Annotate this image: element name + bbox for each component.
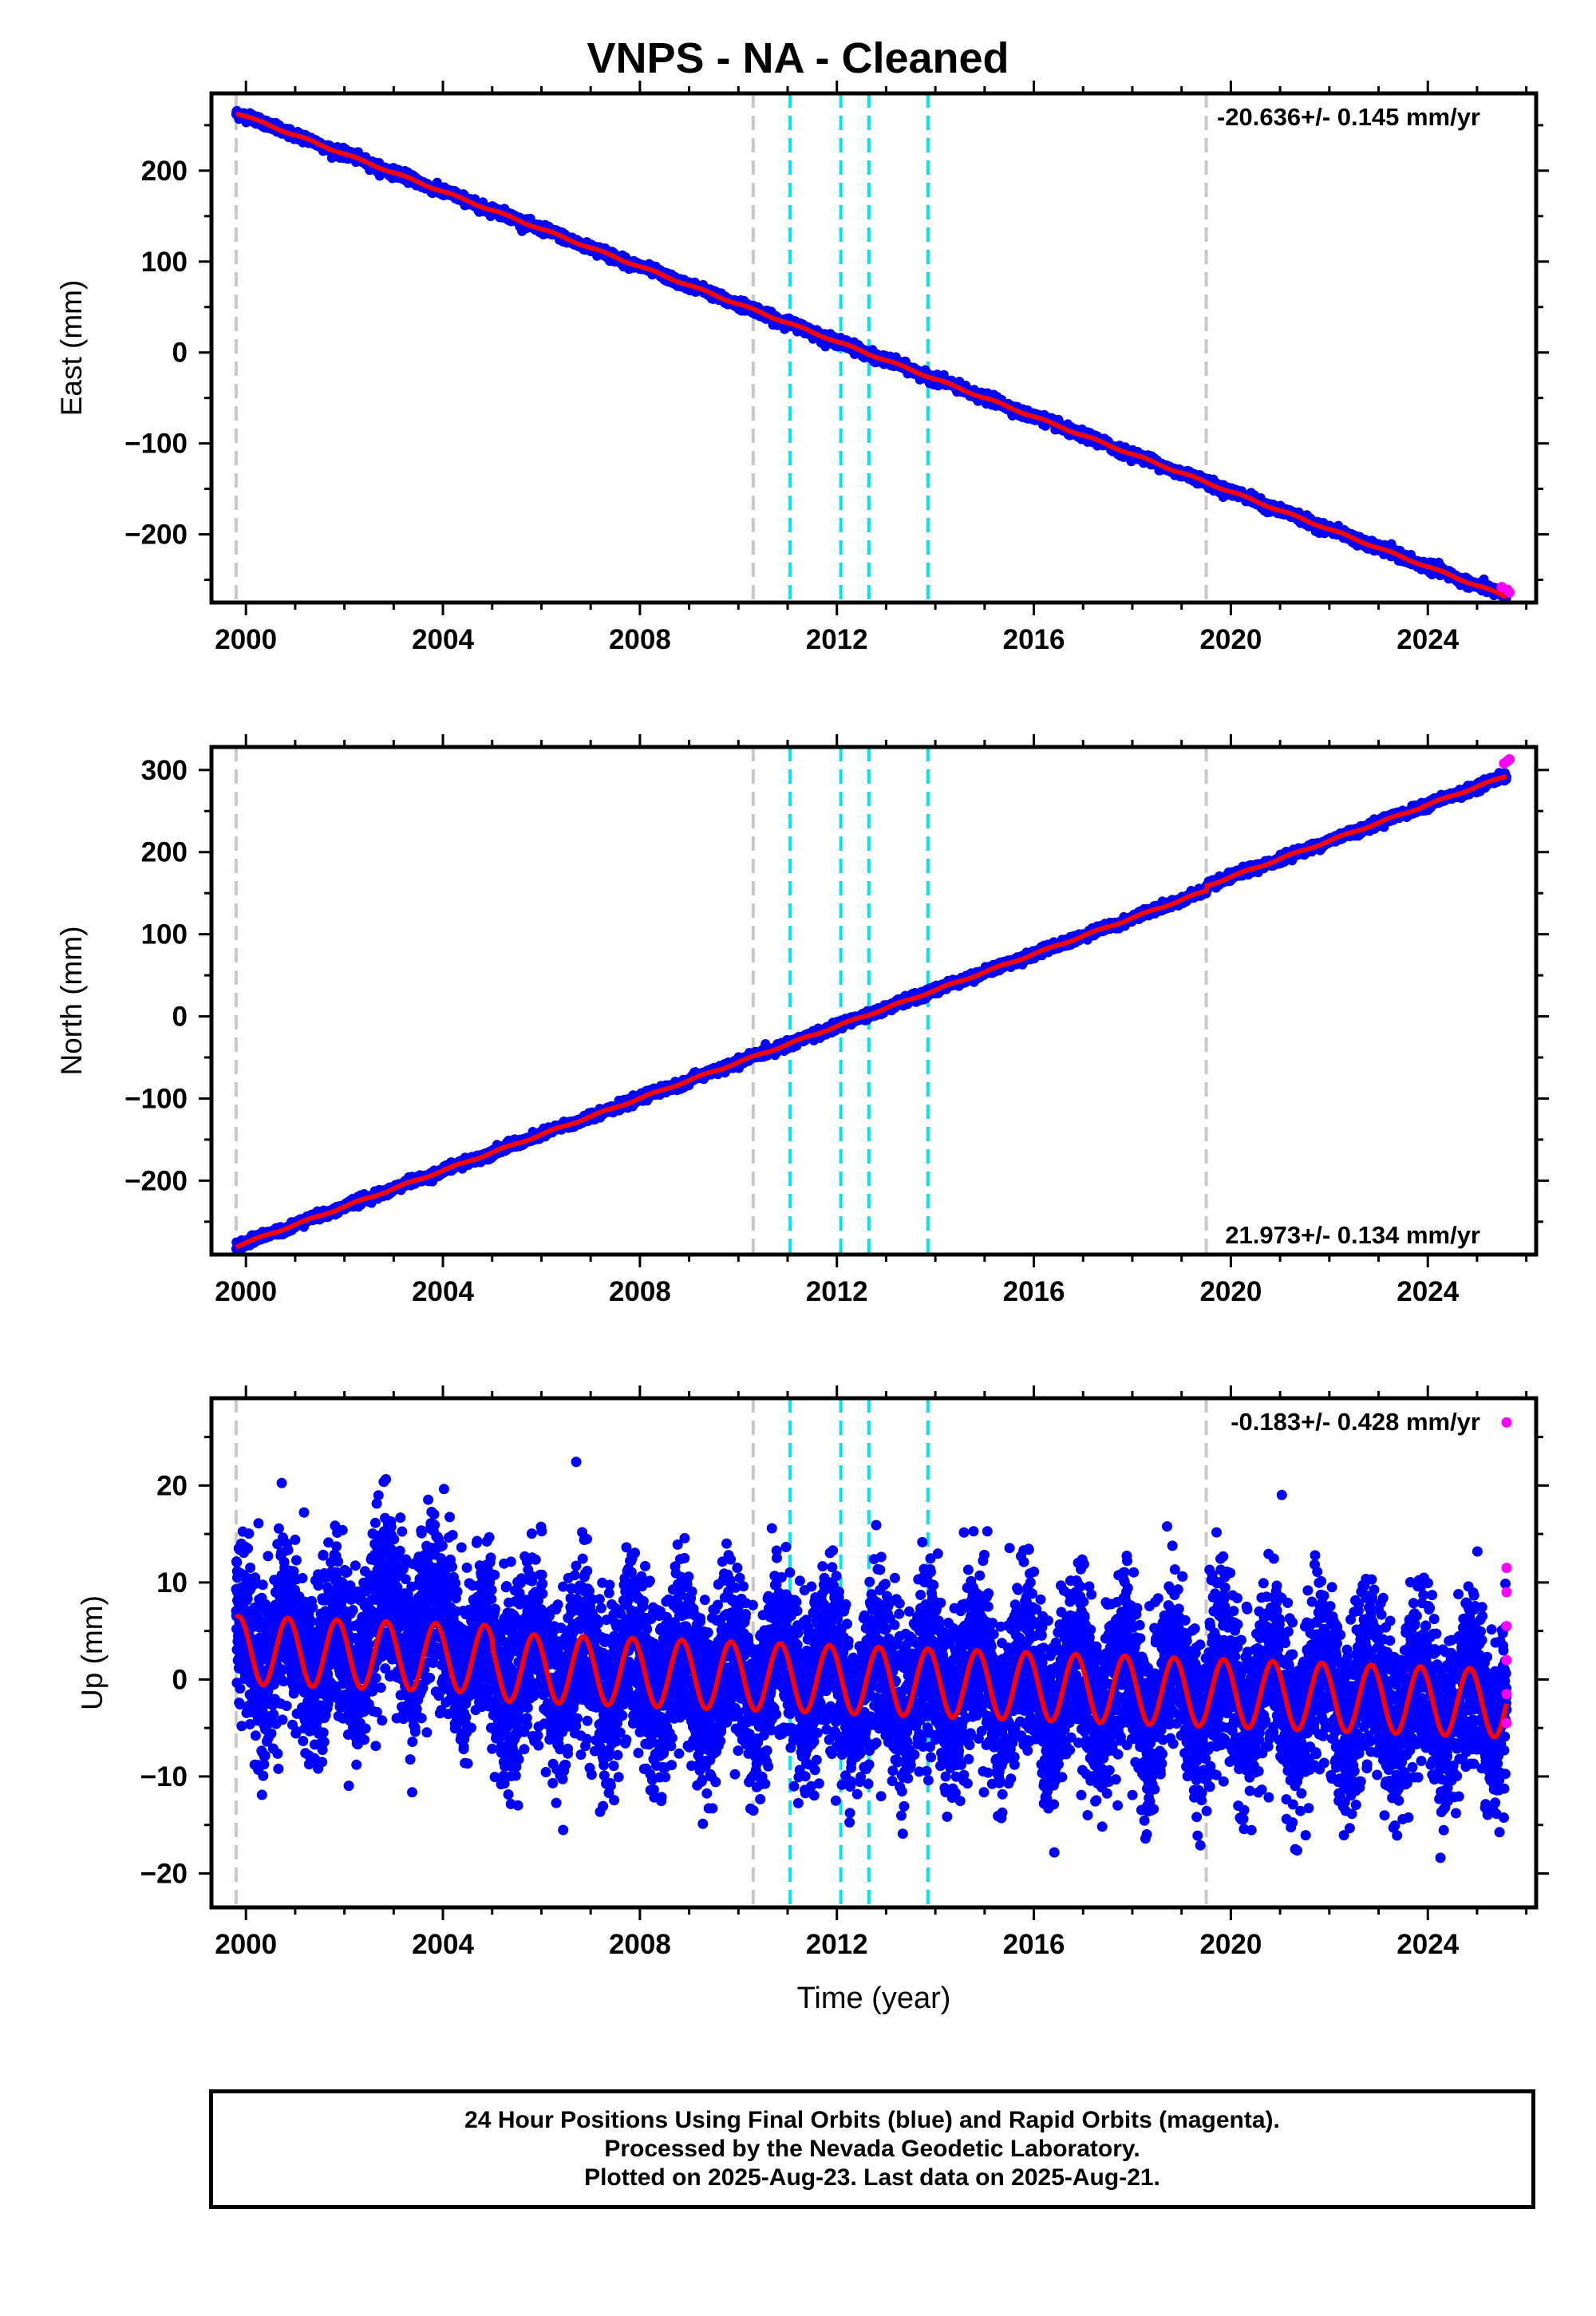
north-panel: 2000 2004 2008 2012 2016 2020 2024−200−1000100…: [55, 734, 1549, 1307]
page-title: VNPS - NA - Cleaned: [587, 34, 1009, 82]
east-x-tick-label: 2000: [215, 624, 277, 655]
east-rapid-orbit-point: [1504, 587, 1515, 598]
east-x-tick-label: 2008: [609, 624, 671, 655]
east-x-tick-label: 2016: [1003, 624, 1065, 655]
east-velocity-label: -20.636+/- 0.145 mm/yr: [1217, 103, 1480, 131]
east-y-tick-label: 0: [172, 338, 188, 369]
east-y-tick-label: 100: [141, 247, 188, 278]
east-panel: 2000 2004 2008 2012 2016 2020 2024 −200 −100 0 100…: [55, 81, 1549, 655]
east-x-tick-label: 2024: [1396, 624, 1459, 655]
east-x-tick-label: 2012: [806, 624, 868, 655]
east-y-tick-label: −200: [124, 520, 188, 551]
east-model-line: [235, 111, 1508, 600]
north-final-orbit-points: [231, 768, 1511, 1255]
east-x-tick-label: 2020: [1199, 624, 1262, 655]
east-y-tick-label: −100: [124, 429, 188, 460]
east-y-tick-label: 200: [141, 156, 188, 187]
east-y-axis-label: East (mm): [55, 280, 88, 417]
east-x-tick-label: 2004: [412, 624, 474, 655]
